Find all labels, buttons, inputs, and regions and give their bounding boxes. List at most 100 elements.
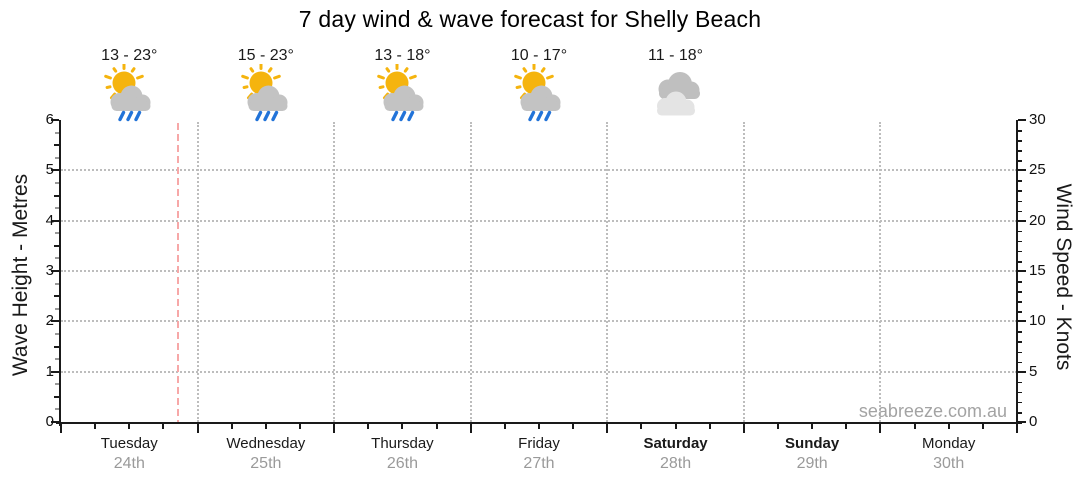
- temp-range-label: 13 - 18°: [374, 47, 431, 64]
- vertical-gridline: [879, 122, 882, 422]
- day-date-label: 29th: [796, 455, 828, 472]
- left-axis-tick-label: 4: [45, 211, 54, 229]
- right-axis-minor-tick: [1018, 210, 1022, 213]
- x-axis-day-tick: [60, 424, 62, 433]
- left-axis-quarter-tick: [55, 232, 59, 235]
- x-axis-minor-tick: [230, 424, 233, 429]
- weather-icon: [510, 62, 568, 122]
- x-axis-minor-tick: [128, 424, 131, 429]
- x-axis-minor-tick: [913, 424, 916, 429]
- x-axis-day-tick: [606, 424, 609, 433]
- x-axis-minor-tick: [640, 424, 643, 429]
- right-axis-minor-tick: [1018, 341, 1022, 344]
- vertical-gridline: [469, 122, 472, 422]
- left-axis-quarter-tick: [55, 408, 59, 411]
- right-axis-tick-label: 5: [1029, 362, 1038, 380]
- temp-range-label: 10 - 17°: [510, 47, 568, 64]
- x-axis-minor-tick: [981, 424, 984, 429]
- now-marker-line: [177, 123, 180, 422]
- left-axis-half-tick: [54, 295, 59, 298]
- day-name-label: Friday: [518, 435, 560, 452]
- left-axis-quarter-tick: [55, 181, 59, 184]
- temp-range-label: 13 - 23°: [101, 47, 158, 64]
- sun-cloud-rain-icon: [104, 62, 151, 122]
- vertical-gridline: [742, 122, 745, 422]
- left-axis-quarter-tick: [55, 307, 59, 310]
- weather-icon: [373, 62, 431, 122]
- sun-cloud-rain-icon: [377, 62, 424, 122]
- day-name-label: Monday: [922, 435, 976, 452]
- right-axis-tick-label: 0: [1029, 413, 1038, 430]
- right-axis-major-tick: [1018, 370, 1026, 373]
- left-axis-line: [59, 120, 61, 426]
- left-axis-major-tick: [51, 219, 59, 222]
- left-axis-major-tick: [51, 421, 59, 423]
- x-axis-day-tick: [742, 424, 745, 433]
- bottom-axis-line: [56, 422, 1022, 424]
- right-axis-tick-label: 10: [1029, 312, 1046, 330]
- right-axis-minor-tick: [1018, 331, 1022, 333]
- day-name-label: Saturday: [643, 435, 708, 452]
- right-axis-tick-label: 15: [1029, 262, 1046, 279]
- left-axis-half-tick: [54, 194, 59, 197]
- day-name-label: Wednesday: [226, 435, 306, 452]
- weather-icon: [647, 64, 705, 122]
- right-axis-major-tick: [1018, 320, 1026, 323]
- x-axis-minor-tick: [162, 424, 165, 429]
- left-axis-major-tick: [51, 119, 59, 121]
- cloudy-icon: [656, 72, 700, 116]
- x-axis-day-tick: [333, 424, 336, 433]
- sun-cloud-rain-icon: [241, 62, 288, 122]
- horizontal-gridline: [61, 320, 1017, 323]
- left-axis-quarter-tick: [55, 358, 59, 361]
- right-axis-minor-tick: [1018, 140, 1022, 142]
- day-date-label: 30th: [933, 455, 965, 472]
- weather-icon: [237, 62, 295, 122]
- chart-title: 7 day wind & wave forecast for Shelly Be…: [298, 6, 762, 32]
- right-axis-major-tick: [1018, 169, 1026, 172]
- left-axis-quarter-tick: [55, 257, 59, 260]
- left-axis-major-tick: [51, 169, 59, 172]
- left-axis-tick-label: 0: [45, 413, 54, 430]
- temp-range-label: 11 - 18°: [648, 47, 704, 64]
- left-axis-quarter-tick: [55, 282, 59, 285]
- right-axis-minor-tick: [1018, 190, 1022, 193]
- x-axis-minor-tick: [94, 424, 97, 429]
- left-axis-major-tick: [51, 270, 59, 272]
- left-axis-half-tick: [54, 345, 59, 348]
- weather-icon: [100, 62, 158, 122]
- right-axis-line: [1016, 120, 1018, 426]
- horizontal-gridline: [61, 169, 1017, 172]
- right-axis-minor-tick: [1018, 160, 1022, 162]
- right-axis-minor-tick: [1018, 130, 1022, 132]
- right-axis-minor-tick: [1018, 180, 1022, 182]
- day-date-label: 25th: [250, 455, 282, 472]
- left-axis-major-tick: [51, 320, 59, 323]
- right-axis-minor-tick: [1018, 281, 1022, 283]
- right-axis-minor-tick: [1018, 411, 1022, 414]
- day-date-label: 28th: [659, 455, 692, 472]
- day-name-label: Thursday: [371, 435, 434, 452]
- left-axis-tick-label: 1: [45, 362, 54, 380]
- right-axis-minor-tick: [1018, 291, 1022, 293]
- day-name-label: Tuesday: [100, 435, 158, 452]
- right-axis-major-tick: [1018, 421, 1026, 423]
- x-axis-minor-tick: [777, 424, 779, 429]
- x-axis-minor-tick: [435, 424, 438, 429]
- left-axis-major-tick: [51, 370, 59, 373]
- day-name-label: Sunday: [785, 435, 840, 452]
- x-axis-minor-tick: [947, 424, 950, 429]
- right-axis-minor-tick: [1018, 351, 1022, 354]
- x-axis-day-tick: [1016, 424, 1018, 433]
- x-axis-minor-tick: [367, 424, 370, 429]
- right-axis-major-tick: [1018, 270, 1026, 272]
- x-axis-day-tick: [879, 424, 882, 433]
- left-axis-quarter-tick: [55, 156, 59, 159]
- left-axis-half-tick: [54, 244, 59, 247]
- x-axis-minor-tick: [674, 424, 677, 429]
- day-date-label: 27th: [523, 455, 555, 472]
- left-axis-half-tick: [54, 395, 59, 398]
- right-axis-minor-tick: [1018, 250, 1022, 253]
- day-date-label: 26th: [386, 455, 418, 472]
- right-axis-minor-tick: [1018, 301, 1022, 303]
